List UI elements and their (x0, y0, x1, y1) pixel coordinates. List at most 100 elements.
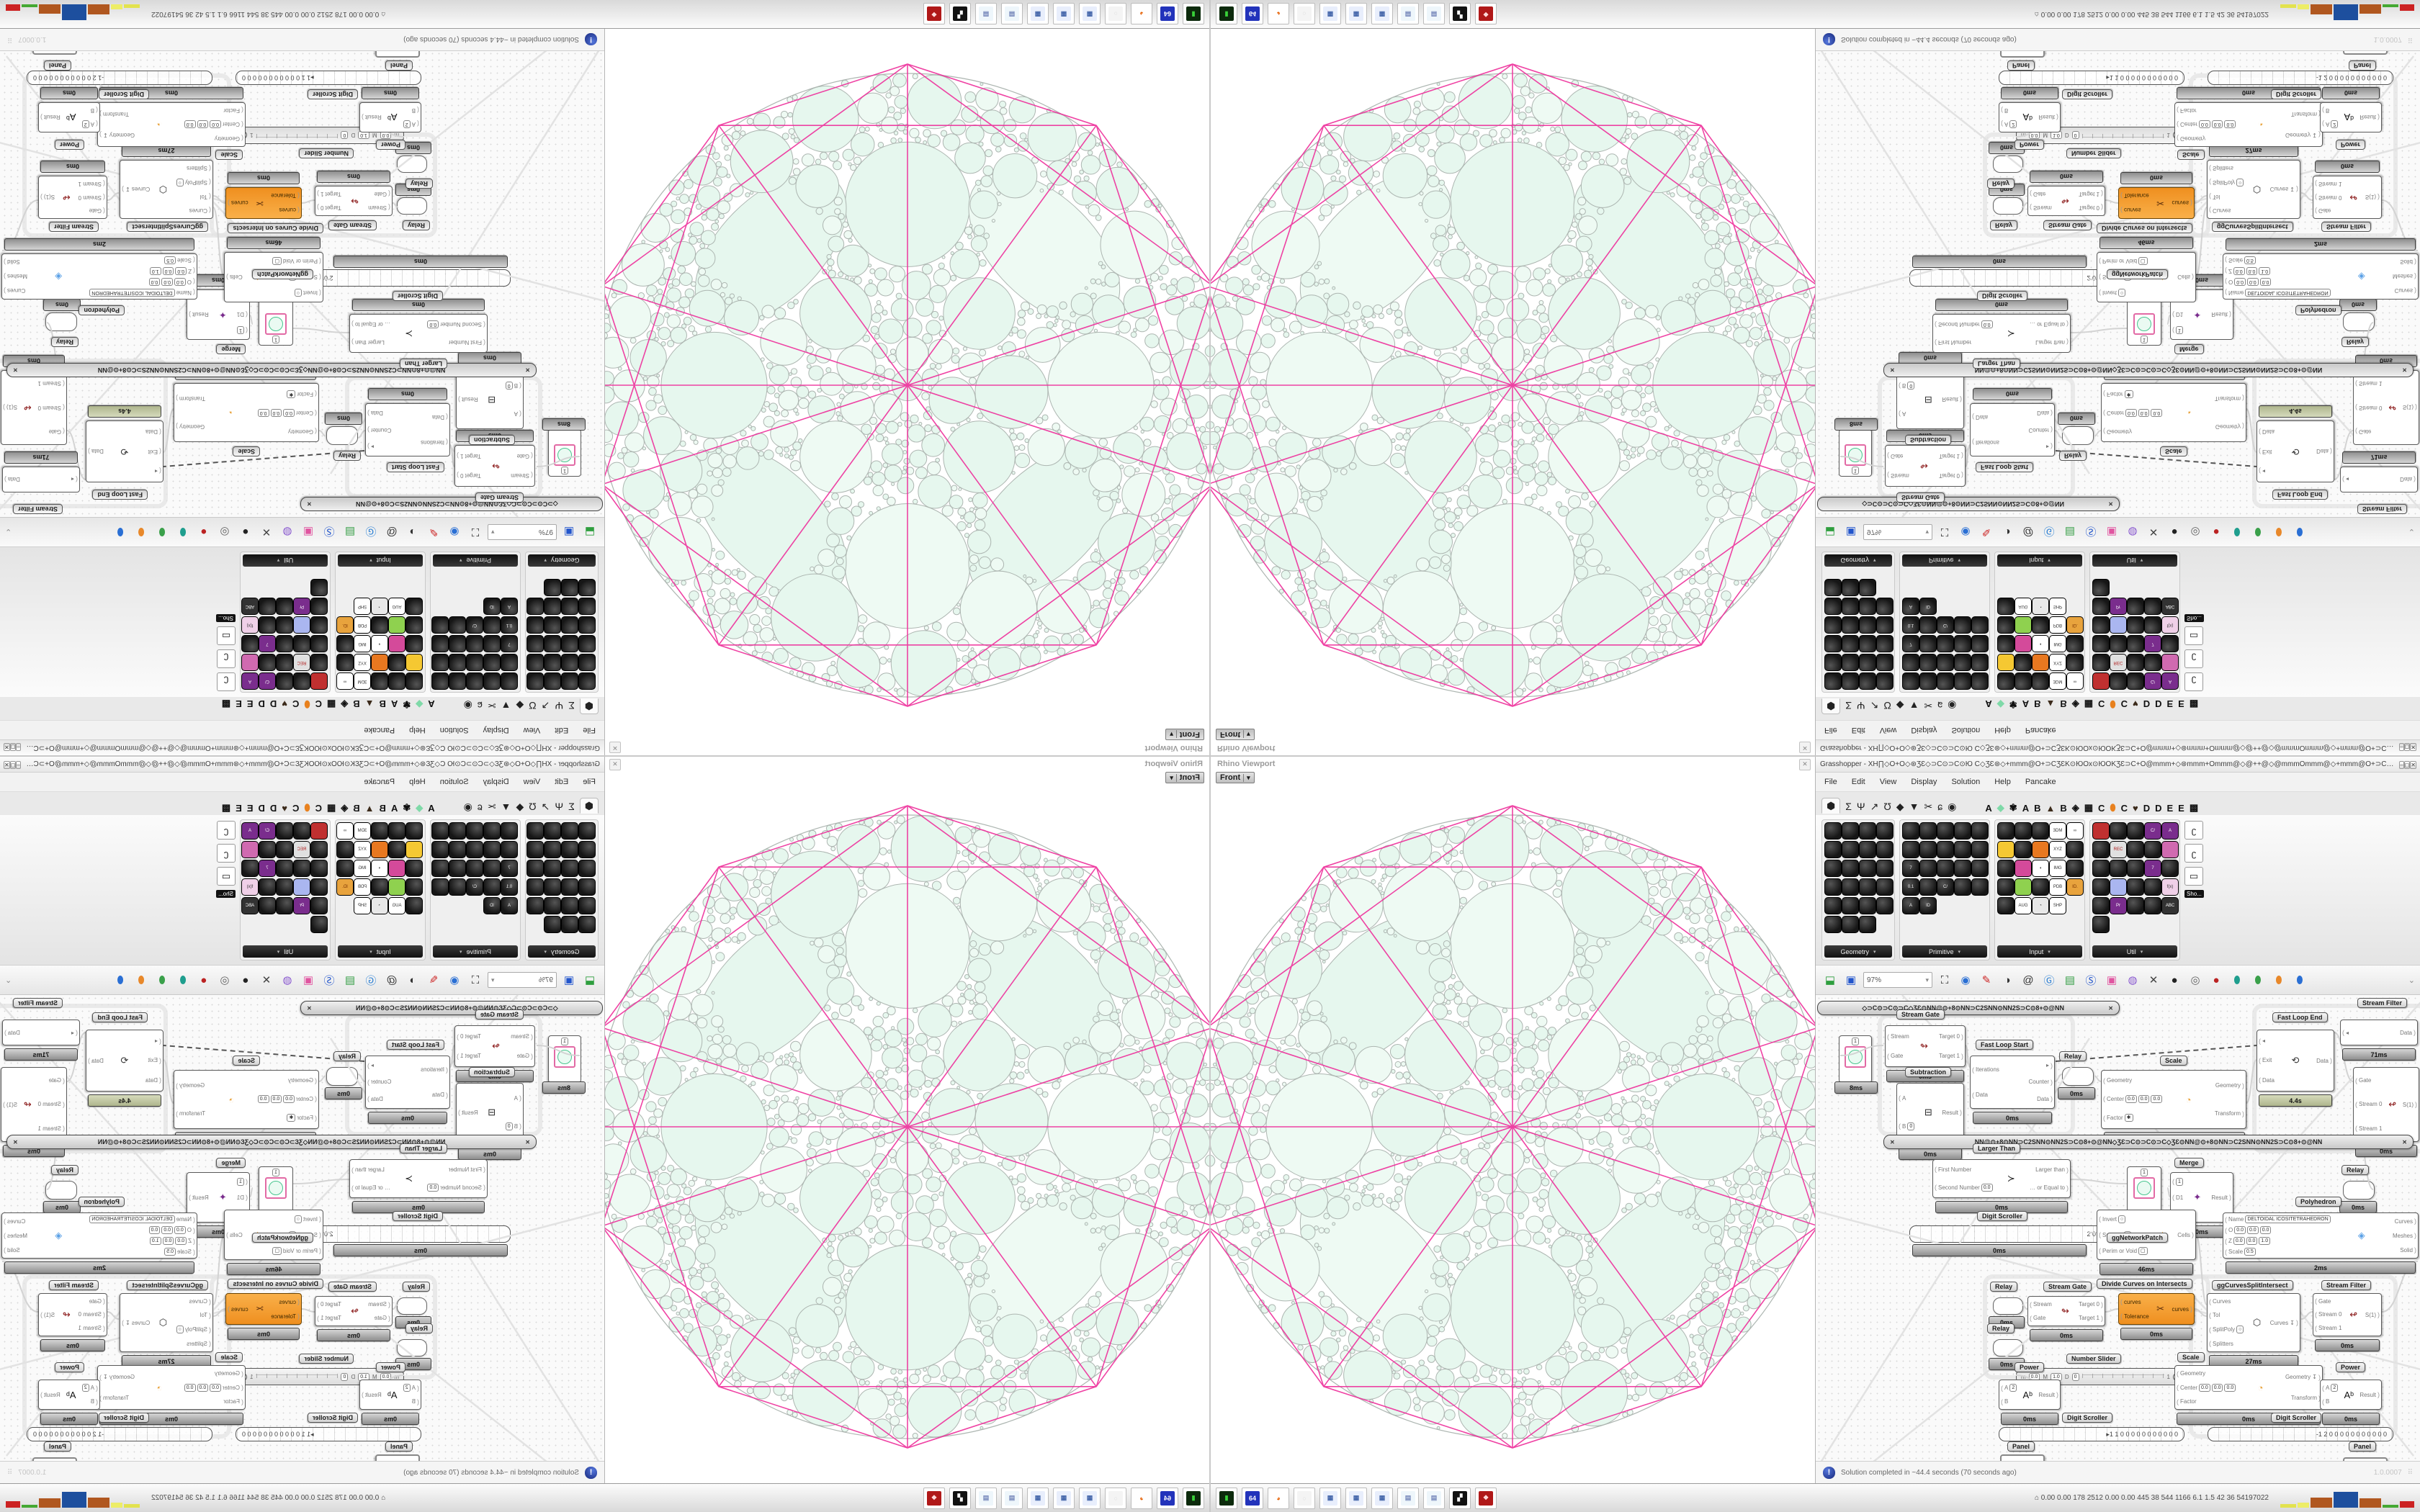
node-name-tag[interactable]: Power (375, 1362, 405, 1372)
component-node[interactable]: (A(B 0 ⊟ Result) (456, 1083, 524, 1142)
output-param[interactable]: Cells) (226, 1231, 243, 1238)
palette-icon[interactable] (2127, 672, 2144, 690)
palette-side-icon[interactable]: ʗ (217, 672, 236, 691)
palette-icon[interactable] (1971, 860, 1989, 877)
component-node[interactable]: (A 2(B Aᵇ Result) (38, 102, 100, 132)
output-param[interactable]: Counter) (2029, 426, 2053, 433)
node-name-tag[interactable]: Stream Filter (2357, 998, 2408, 1008)
palette-icon[interactable] (561, 822, 578, 840)
output-param[interactable]: Cells) (226, 274, 243, 281)
param-value-chip[interactable]: 0.0 (197, 1383, 209, 1392)
node-name-tag[interactable]: Digit Scroller (1977, 1211, 2028, 1221)
component-node[interactable]: (Curves(Tol(SplitPoly ○(Splitters ⬡ Curves … (2207, 1293, 2300, 1352)
node-name-tag[interactable]: Merge (216, 344, 246, 354)
menu-item-pancake[interactable]: Pancake (2025, 778, 2056, 786)
palette-icon[interactable] (293, 616, 310, 634)
palette-icon[interactable] (431, 635, 449, 652)
node-name-tag[interactable]: Relay (2341, 337, 2370, 347)
component-node[interactable]: (A 2(B Aᵇ Result) (2320, 1380, 2382, 1410)
param-value-chip[interactable]: 0.0 (2199, 120, 2210, 129)
param-value-chip[interactable]: DELTOIDAL ICOSITETRAHEDRON (2245, 1215, 2331, 1223)
grasshopper-title-bar[interactable]: Grasshopper - XH∏◇O+O◇⊛ƷƐ◇⊃C⊙⊃C⊙Ю C◇ƷƐ⊛◇… (1816, 756, 2420, 773)
palette-icon[interactable] (2092, 635, 2110, 652)
palette-icon[interactable]: ∞ (336, 672, 354, 690)
output-param[interactable]: ▸) (367, 1062, 374, 1069)
palette-icon[interactable] (578, 841, 596, 858)
palette-icon[interactable] (561, 598, 578, 615)
cross-wires-icon[interactable]: ✕ (2148, 526, 2159, 538)
component-tab-icon[interactable]: ◉ (463, 700, 472, 711)
document-icon[interactable]: ▤ (2064, 526, 2076, 538)
output-param[interactable]: Target 1) (457, 453, 481, 460)
palette-icon[interactable]: ◖ (371, 635, 388, 652)
palette-icon[interactable] (1859, 841, 1876, 858)
palette-icon[interactable]: Pr (2110, 897, 2127, 914)
palette-icon[interactable] (501, 654, 518, 671)
node-name-tag[interactable]: Fast Loop End (2272, 490, 2328, 500)
palette-side-icon[interactable]: ʗ (217, 844, 236, 863)
palette-icon[interactable] (2015, 672, 2032, 690)
canvas-group-bar[interactable]: ✕ NN@⊙+8⊙NN⊃C2SNN⊙NN2S⊃C⊙8+⊙@NN◇ƷƐ⊃C⊙⊃C⊙⊃… (1883, 363, 2414, 377)
node-name-tag[interactable]: Digit Scroller (98, 89, 149, 99)
save-file-icon[interactable]: ▣ (563, 974, 575, 986)
balloon-blue-icon[interactable]: ⬮ (2296, 526, 2303, 539)
finder-icon[interactable]: Ⓢ (2085, 525, 2097, 538)
palette-icon[interactable] (483, 654, 501, 671)
input-param[interactable]: (Gate (2315, 207, 2341, 215)
param-value-chip[interactable]: 0.0 (162, 267, 174, 275)
balloon-orange-icon[interactable]: ⬮ (2275, 526, 2282, 539)
zoom-level-select[interactable]: 97% ▾ (488, 972, 557, 988)
plugin-tab[interactable]: ◈ (341, 699, 349, 710)
palette-icon[interactable] (1997, 897, 2015, 914)
param-value-chip[interactable]: 0.0 (210, 120, 221, 129)
param-value-chip[interactable]: ○ (2236, 1326, 2244, 1334)
palette-icon[interactable]: A (1902, 598, 1919, 615)
canvas-group-bar[interactable]: ◇⊃C⊙⊃C⊙⊃C◇ƷƐ⊙NN@⊙+8⊙NN⊃C2SNN⊙NN2S⊃C⊙8+⊙@… (1817, 497, 2120, 511)
palette-icon[interactable]: ABC (2161, 598, 2179, 615)
palette-icon[interactable] (276, 860, 293, 877)
param-value-chip[interactable]: 0.0 (2234, 278, 2246, 286)
param-value-chip[interactable]: ○ (2118, 1215, 2126, 1223)
input-param[interactable]: (Exit (2259, 1057, 2275, 1064)
component-node[interactable]: (Stream(Gate ↬ Target 0) Target 1) (1885, 1025, 1966, 1067)
palette-icon[interactable]: C/ (2144, 822, 2161, 840)
output-param[interactable]: Result) (1942, 396, 1962, 403)
palette-icon[interactable] (388, 616, 405, 634)
input-param[interactable]: (Tolerance (271, 192, 300, 199)
input-param[interactable]: (◂ (71, 1029, 78, 1036)
node-name-tag[interactable]: Digit Scroller (2271, 89, 2322, 99)
param-value-chip[interactable]: 1 (237, 1177, 244, 1186)
palette-icon[interactable] (449, 672, 466, 690)
palette-icon[interactable] (2127, 897, 2144, 914)
palette-icon[interactable]: ◖ (2032, 860, 2049, 877)
palette-icon[interactable] (544, 672, 561, 690)
output-param[interactable]: S(1)) (3, 1101, 17, 1108)
component-node[interactable]: (Gate(Stream 0(Stream 1 ↫ S(1)) (1, 370, 67, 445)
component-tab-icon[interactable]: ✂ (487, 801, 496, 812)
surprise-box-icon[interactable]: ▣ (302, 974, 314, 986)
plugin-tab[interactable]: B (353, 698, 360, 709)
menu-item-solution[interactable]: Solution (1951, 778, 1981, 786)
close-button[interactable]: ✕ (2410, 743, 2416, 751)
palette-icon[interactable]: XYZ (354, 654, 371, 671)
input-param[interactable]: (Z 0.0 0.0 1.0 (89, 1237, 195, 1245)
param-value-chip[interactable]: 0.0 (174, 278, 186, 286)
palette-icon[interactable]: C/ (2144, 672, 2161, 690)
input-param[interactable]: (A 2 (403, 1384, 419, 1392)
palette-icon[interactable] (1876, 672, 1894, 690)
input-param[interactable]: (Stream (511, 472, 533, 480)
definition-canvas[interactable]: ◇⊃C⊙⊃C⊙⊃C◇ƷƐ⊙NN@⊙+8⊙NN⊃C2SNN⊙NN2S⊃C⊙8+⊙@… (1816, 51, 2420, 517)
zoom-extents-icon[interactable]: ⛶ (1940, 973, 1949, 986)
palette-icon[interactable] (2032, 616, 2049, 634)
component-node[interactable]: (◂ Data) (2, 1020, 80, 1045)
input-param[interactable]: (SplitPoly ○ (176, 178, 211, 186)
input-param[interactable]: (Stream 0 (38, 1101, 65, 1108)
input-param[interactable]: (Tol (176, 193, 211, 200)
palette-icon[interactable] (2092, 897, 2110, 914)
palette-icon[interactable] (1971, 616, 1989, 634)
notepad-icon[interactable]: ▤ (1397, 1487, 1419, 1509)
input-param[interactable]: (curves (271, 1298, 300, 1305)
component-tab-icon[interactable]: ▼ (1909, 700, 1919, 711)
palette-icon[interactable] (1824, 822, 1842, 840)
preview-off-icon[interactable]: ● (242, 973, 249, 986)
